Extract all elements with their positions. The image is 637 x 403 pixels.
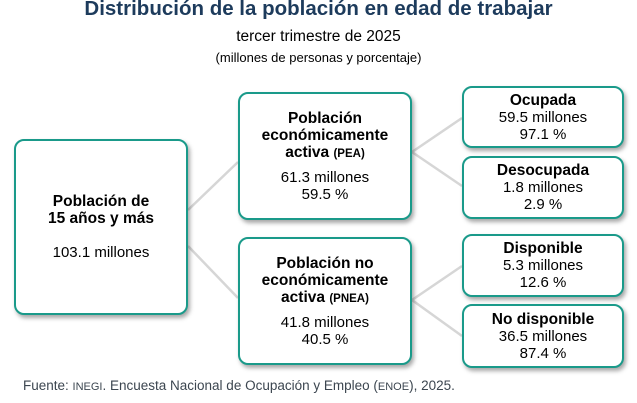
node-root-label-2: 15 años y más bbox=[48, 210, 154, 227]
node-ocupada-percent: 97.1 % bbox=[519, 125, 567, 143]
node-disponible: Disponible 5.3 millones 12.6 % bbox=[462, 234, 624, 297]
connector-pea-desocupada bbox=[411, 150, 463, 188]
node-desocupada-value: 1.8 millones bbox=[502, 179, 584, 196]
node-pnea-label-1: Población no bbox=[276, 254, 374, 272]
node-pnea-abbr: (PNEA) bbox=[329, 292, 369, 305]
connector-root-pnea bbox=[187, 245, 239, 299]
node-desocupada: Desocupada 1.8 millones 2.9 % bbox=[462, 156, 624, 219]
node-pea-percent: 59.5 % bbox=[301, 185, 349, 203]
node-disponible-value: 5.3 millones bbox=[502, 257, 584, 274]
node-no-disponible-value: 36.5 millones bbox=[498, 327, 588, 345]
node-disponible-label: Disponible bbox=[503, 240, 583, 257]
node-pnea: Población no económicamente activa (PNEA… bbox=[238, 237, 412, 365]
node-disponible-percent: 12.6 % bbox=[519, 274, 567, 291]
node-root-value: 103.1 millones bbox=[52, 244, 150, 261]
footer-survey-abbr: ENOE bbox=[377, 381, 410, 393]
connector-pea-ocupada bbox=[411, 116, 463, 154]
node-pea: Población económicamente activa (PEA) 61… bbox=[238, 92, 412, 220]
node-pea-label-3: activa (PEA) bbox=[285, 144, 365, 163]
node-no-disponible-label: No disponible bbox=[491, 310, 595, 328]
node-pea-label-3-text: activa bbox=[285, 143, 330, 161]
node-pnea-label-2: económicamente bbox=[261, 271, 389, 289]
node-root-label-1: Población de bbox=[52, 193, 150, 210]
node-root: Población de 15 años y más 103.1 millone… bbox=[14, 139, 188, 315]
node-pnea-label-3-text: activa bbox=[281, 288, 325, 306]
footer-source-abbr: INEGI bbox=[72, 381, 103, 393]
footer-suffix: ), 2025. bbox=[409, 378, 455, 393]
connector-pnea-no-disponible bbox=[411, 298, 463, 338]
node-desocupada-percent: 2.9 % bbox=[523, 196, 563, 213]
connector-root-pea bbox=[187, 161, 239, 211]
node-ocupada-value: 59.5 millones bbox=[498, 108, 588, 126]
units-note: (millones de personas y porcentaje) bbox=[215, 50, 422, 65]
footer-prefix: Fuente: bbox=[23, 378, 73, 393]
node-pea-abbr: (PEA) bbox=[333, 147, 365, 160]
connector-pnea-disponible bbox=[411, 264, 463, 302]
node-pnea-percent: 40.5 % bbox=[301, 330, 349, 348]
node-desocupada-label: Desocupada bbox=[496, 162, 590, 179]
node-ocupada-label: Ocupada bbox=[509, 91, 577, 109]
page-subtitle: tercer trimestre de 2025 bbox=[236, 28, 401, 45]
footer-middle: . Encuesta Nacional de Ocupación y Emple… bbox=[102, 378, 378, 393]
node-pnea-value: 41.8 millones bbox=[280, 313, 370, 331]
source-footnote: Fuente: INEGI. Encuesta Nacional de Ocup… bbox=[23, 378, 455, 393]
node-pnea-label-3: activa (PNEA) bbox=[281, 289, 369, 308]
page-title: Distribución de la población en edad de … bbox=[84, 0, 553, 20]
node-pea-label-2: económicamente bbox=[261, 126, 389, 144]
node-no-disponible-percent: 87.4 % bbox=[519, 344, 567, 362]
node-pea-value: 61.3 millones bbox=[280, 168, 370, 186]
node-no-disponible: No disponible 36.5 millones 87.4 % bbox=[462, 304, 624, 368]
node-pea-label-1: Población bbox=[287, 109, 363, 127]
node-ocupada: Ocupada 59.5 millones 97.1 % bbox=[462, 86, 624, 148]
